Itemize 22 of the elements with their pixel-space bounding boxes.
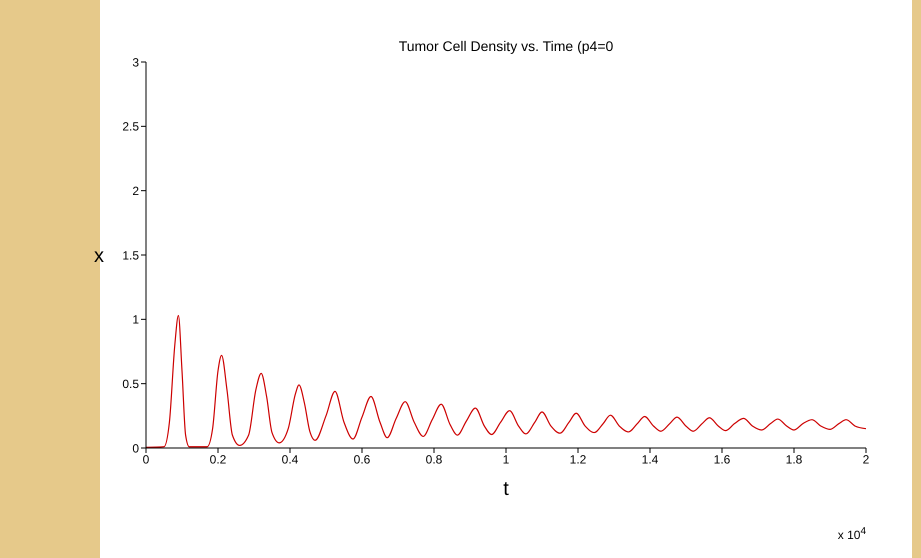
x-tick-label: 1.2 bbox=[570, 452, 587, 467]
x-axis-title: t bbox=[503, 478, 510, 500]
chart-title: Tumor Cell Density vs. Time (p4=0 bbox=[398, 38, 614, 54]
x-tick-label: 1.8 bbox=[786, 452, 803, 467]
y-tick-label: 2 bbox=[132, 184, 140, 198]
y-tick-label: 2.5 bbox=[122, 120, 140, 134]
y-tick-label: 1.5 bbox=[122, 248, 140, 262]
y-tick-label: 3 bbox=[132, 55, 140, 70]
x-tick-label: 2 bbox=[862, 452, 870, 467]
x-tick-label: 0 bbox=[142, 452, 150, 467]
y-tick-label: 1 bbox=[132, 312, 140, 327]
x-tick-label: 1.6 bbox=[714, 452, 731, 467]
y-tick-label: 0 bbox=[132, 441, 140, 456]
text: x 10$^{4}$ bbox=[838, 526, 866, 542]
x-tick-label: 0.8 bbox=[426, 452, 443, 467]
x-tick-label: 0.6 bbox=[354, 452, 371, 467]
x-tick-label: 0.4 bbox=[282, 452, 299, 467]
x-tick-label: 1 bbox=[502, 452, 510, 467]
y-tick-label: 0.5 bbox=[122, 376, 140, 391]
x-tick-label: 0.2 bbox=[210, 452, 227, 467]
y-axis-title: x bbox=[94, 245, 104, 268]
x-tick-label: 1.4 bbox=[642, 452, 659, 467]
